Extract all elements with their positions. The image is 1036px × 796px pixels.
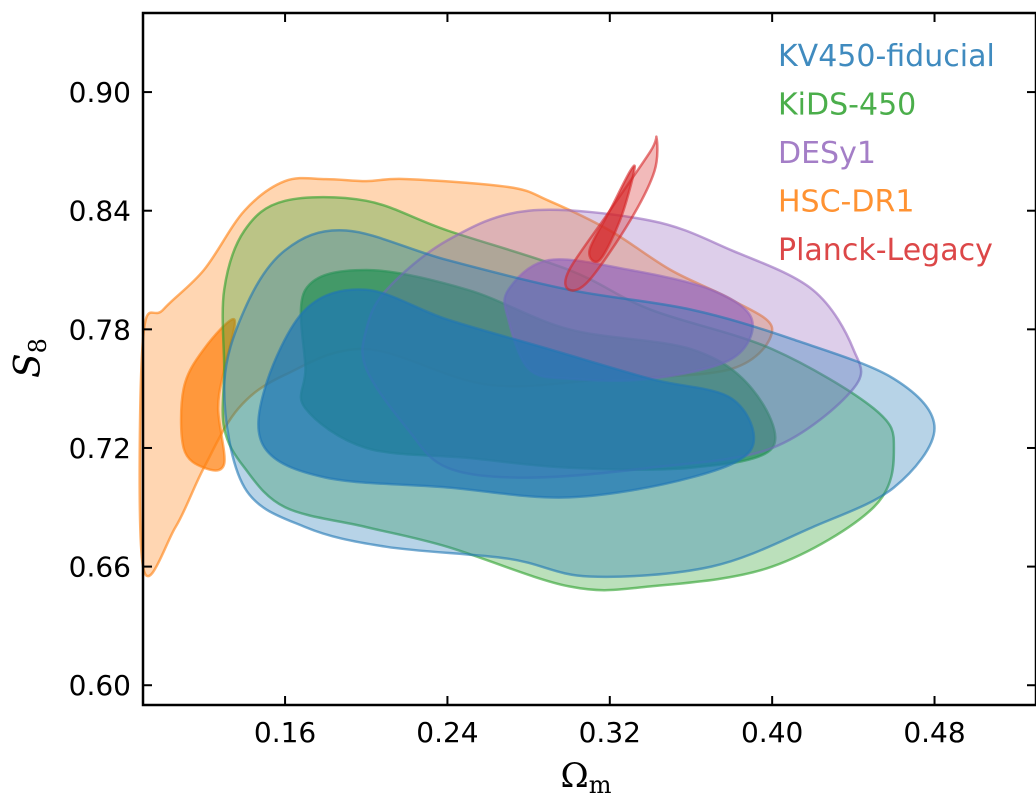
series-kv450-fiducial: [222, 229, 936, 579]
contours-layer: [138, 135, 936, 592]
legend-entry-kv450-fiducial: KV450-fiducial: [778, 39, 995, 74]
y-tick-label: 0.72: [69, 432, 131, 465]
legend-entry-hsc-dr1: HSC-DR1: [778, 185, 914, 220]
contour-kv450-fiducial-68: [257, 288, 756, 499]
legend-entry-desy1: DESy1: [778, 136, 876, 171]
y-tick-label: 0.60: [69, 669, 131, 702]
x-tick-label: 0.40: [741, 716, 803, 749]
legend-entry-kids-450: KiDS-450: [778, 88, 916, 123]
y-axis-label: S8: [8, 338, 52, 378]
x-tick-label: 0.48: [903, 716, 965, 749]
y-tick-label: 0.78: [69, 313, 131, 346]
x-axis-label-sub: m: [589, 771, 612, 796]
x-tick-label: 0.24: [416, 716, 478, 749]
y-axis-label-main: S: [8, 353, 49, 378]
y-tick-label: 0.90: [69, 76, 131, 109]
contour-planck-legacy-68: [587, 164, 636, 264]
x-axis-label-main: Ω: [561, 756, 589, 796]
plot-frame: [141, 11, 1036, 707]
x-tick-label: 0.16: [254, 716, 316, 749]
y-tick-label: 0.66: [69, 551, 131, 584]
series-planck-legacy: [564, 135, 659, 292]
y-tick-label: 0.84: [69, 195, 131, 228]
y-axis-label-sub: 8: [24, 338, 52, 353]
x-tick-label: 0.32: [579, 716, 641, 749]
ticks-layer: 0.16 0.24 0.32 0.40 0.48 0.60 0.66 0.72 0.78 0.84…: [69, 13, 1036, 749]
x-axis-label: Ωm: [561, 756, 612, 796]
legend: KV450-fiducial KiDS-450 DESy1 HSC-DR1 Planck…: [778, 39, 995, 268]
legend-entry-planck-legacy: Planck-Legacy: [778, 233, 993, 268]
